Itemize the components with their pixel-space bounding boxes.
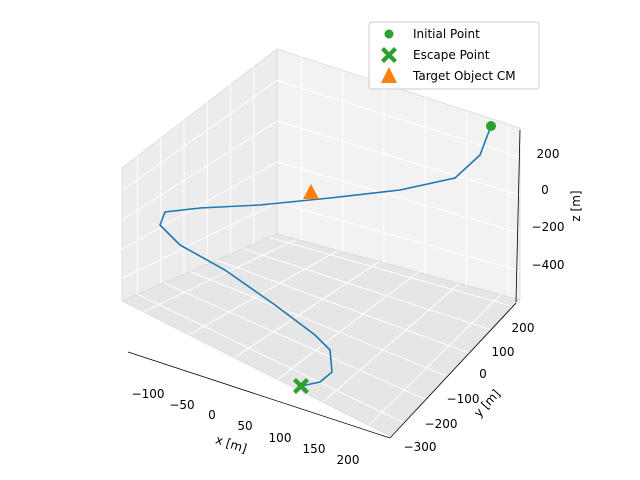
x-tick-label-6: 200 (337, 453, 360, 467)
z-axis-label: z [m] (569, 190, 583, 221)
gridline-floor-x-1 (188, 250, 338, 336)
y-axis-line (389, 302, 517, 439)
x-tick-label-1: −50 (169, 398, 194, 412)
z-ticks: −400 −200 0 200 (532, 147, 565, 272)
x-tick-label-2: 0 (208, 408, 216, 422)
legend-escape-label: Escape Point (413, 48, 490, 62)
gridline-floor-y-3 (216, 259, 470, 354)
legend-target-label: Target Object CM (412, 69, 516, 83)
x-axis-line (127, 351, 391, 439)
legend: Initial Point Escape Point Target Object… (368, 21, 540, 90)
z-tick-label-3: 200 (537, 147, 560, 161)
gridline-floor-y-5 (269, 236, 514, 308)
x-tick-label-5: 150 (303, 442, 326, 456)
legend-target-marker (381, 67, 397, 83)
gridline-z-right-1 (276, 161, 521, 234)
gridline-floor-x-0 (143, 238, 297, 313)
y-ticks: −300 −200 −100 0 100 200 (404, 321, 535, 454)
z-tick-label-1: −200 (532, 220, 565, 234)
z-axis-line (515, 129, 521, 303)
legend-initial-label: Initial Point (413, 27, 480, 41)
legend-box (368, 21, 540, 90)
trajectory-line (159, 125, 492, 387)
z-tick-label-0: −400 (532, 258, 565, 272)
gridline-z-right-0 (276, 202, 521, 272)
legend-initial-marker (384, 29, 394, 39)
x-ticks: −100 −50 0 50 100 150 200 (132, 387, 360, 467)
z-tick-label-2: 0 (541, 183, 549, 197)
y-tick-label-1: −200 (425, 417, 458, 431)
gridline-z-right-2 (276, 120, 521, 196)
y-tick-label-3: 0 (479, 367, 487, 381)
x-tick-label-4: 100 (269, 431, 292, 445)
escape-point-marker (293, 378, 309, 394)
gridline-floor-y-0 (137, 293, 404, 423)
gridline-floor-y-2 (190, 271, 448, 377)
gridline-floor-x-4 (322, 283, 460, 403)
gridline-floor-x-3 (277, 271, 419, 380)
x-tick-label-0: −100 (132, 387, 165, 401)
gridline-z-left-3 (121, 80, 278, 192)
gridline-z-left-1 (121, 161, 278, 250)
y-tick-label-4: 100 (492, 345, 515, 359)
x-axis-label: x [m] (214, 433, 249, 456)
gridline-z-right-3 (276, 79, 521, 158)
initial-point-marker (486, 121, 496, 131)
target-cm-marker (303, 184, 319, 199)
gridline-floor-x-5 (368, 294, 501, 426)
legend-escape-marker (381, 47, 397, 63)
gridline-floor-y-4 (242, 248, 492, 331)
y-tick-label-2: −100 (447, 392, 480, 406)
x-tick-label-3: 50 (237, 419, 252, 433)
gridline-floor-y-1 (163, 282, 426, 400)
gridline-z-left-0 (121, 202, 278, 279)
y-tick-label-5: 200 (512, 321, 535, 335)
gridline-floor-x-2 (234, 261, 380, 359)
y-tick-label-0: −300 (404, 440, 437, 454)
gridlines (121, 56, 521, 426)
gridline-z-left-2 (121, 120, 278, 221)
